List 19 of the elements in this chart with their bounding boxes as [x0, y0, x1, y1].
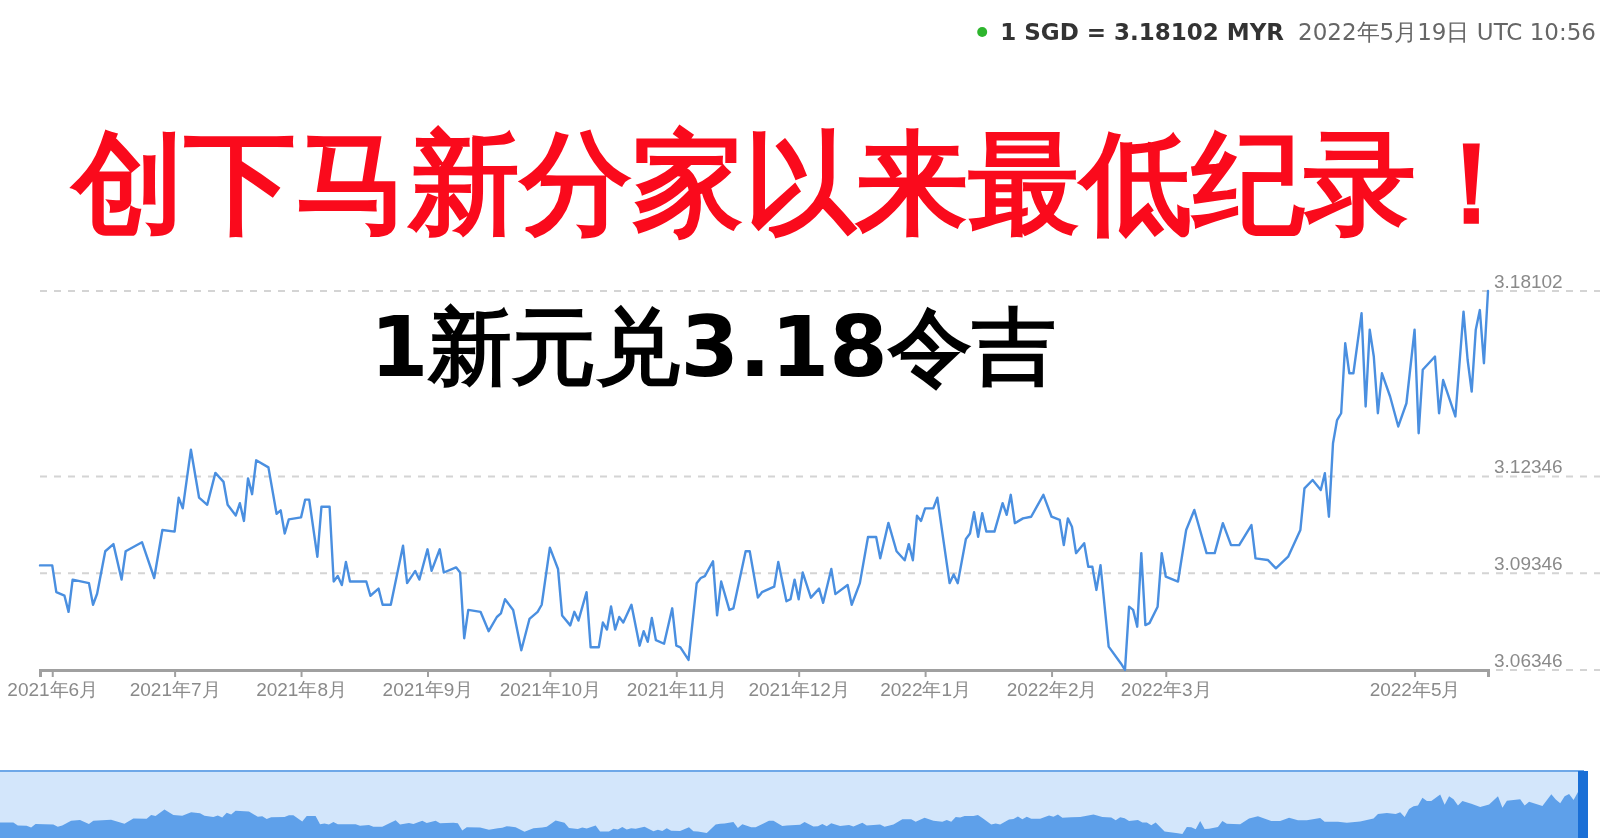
y-tick-label: 3.06346 — [1494, 649, 1563, 671]
x-tick-label: 2022年1月 — [880, 679, 972, 701]
x-tick-label: 2021年11月 — [626, 679, 727, 701]
x-tick-label: 2021年8月 — [256, 679, 347, 701]
x-tick-label: 2021年12月 — [748, 679, 850, 701]
y-tick-label: 3.12346 — [1494, 456, 1563, 478]
chart-subtitle: 1新元兑3.18令吉 — [370, 298, 1056, 396]
x-tick-label: 2021年7月 — [129, 679, 221, 701]
chart-title: 创下马新分家以来最低纪录！ — [69, 118, 1528, 248]
text: 2022年5月19日 UTC 10:56 — [1298, 19, 1596, 45]
x-tick-label: 2022年2月 — [1006, 679, 1098, 701]
y-tick-label: 3.18102 — [1494, 270, 1563, 292]
x-tick-label: 2021年9月 — [382, 679, 474, 701]
text: 1 SGD = 3.18102 MYR — [1000, 19, 1285, 45]
x-tick-label: 2022年5月 — [1369, 679, 1461, 701]
x-tick-label: 2022年3月 — [1120, 679, 1212, 701]
y-tick-label: 3.09346 — [1494, 552, 1563, 574]
x-tick-label: 2021年10月 — [499, 679, 602, 701]
x-tick-label: 2021年6月 — [7, 679, 99, 701]
